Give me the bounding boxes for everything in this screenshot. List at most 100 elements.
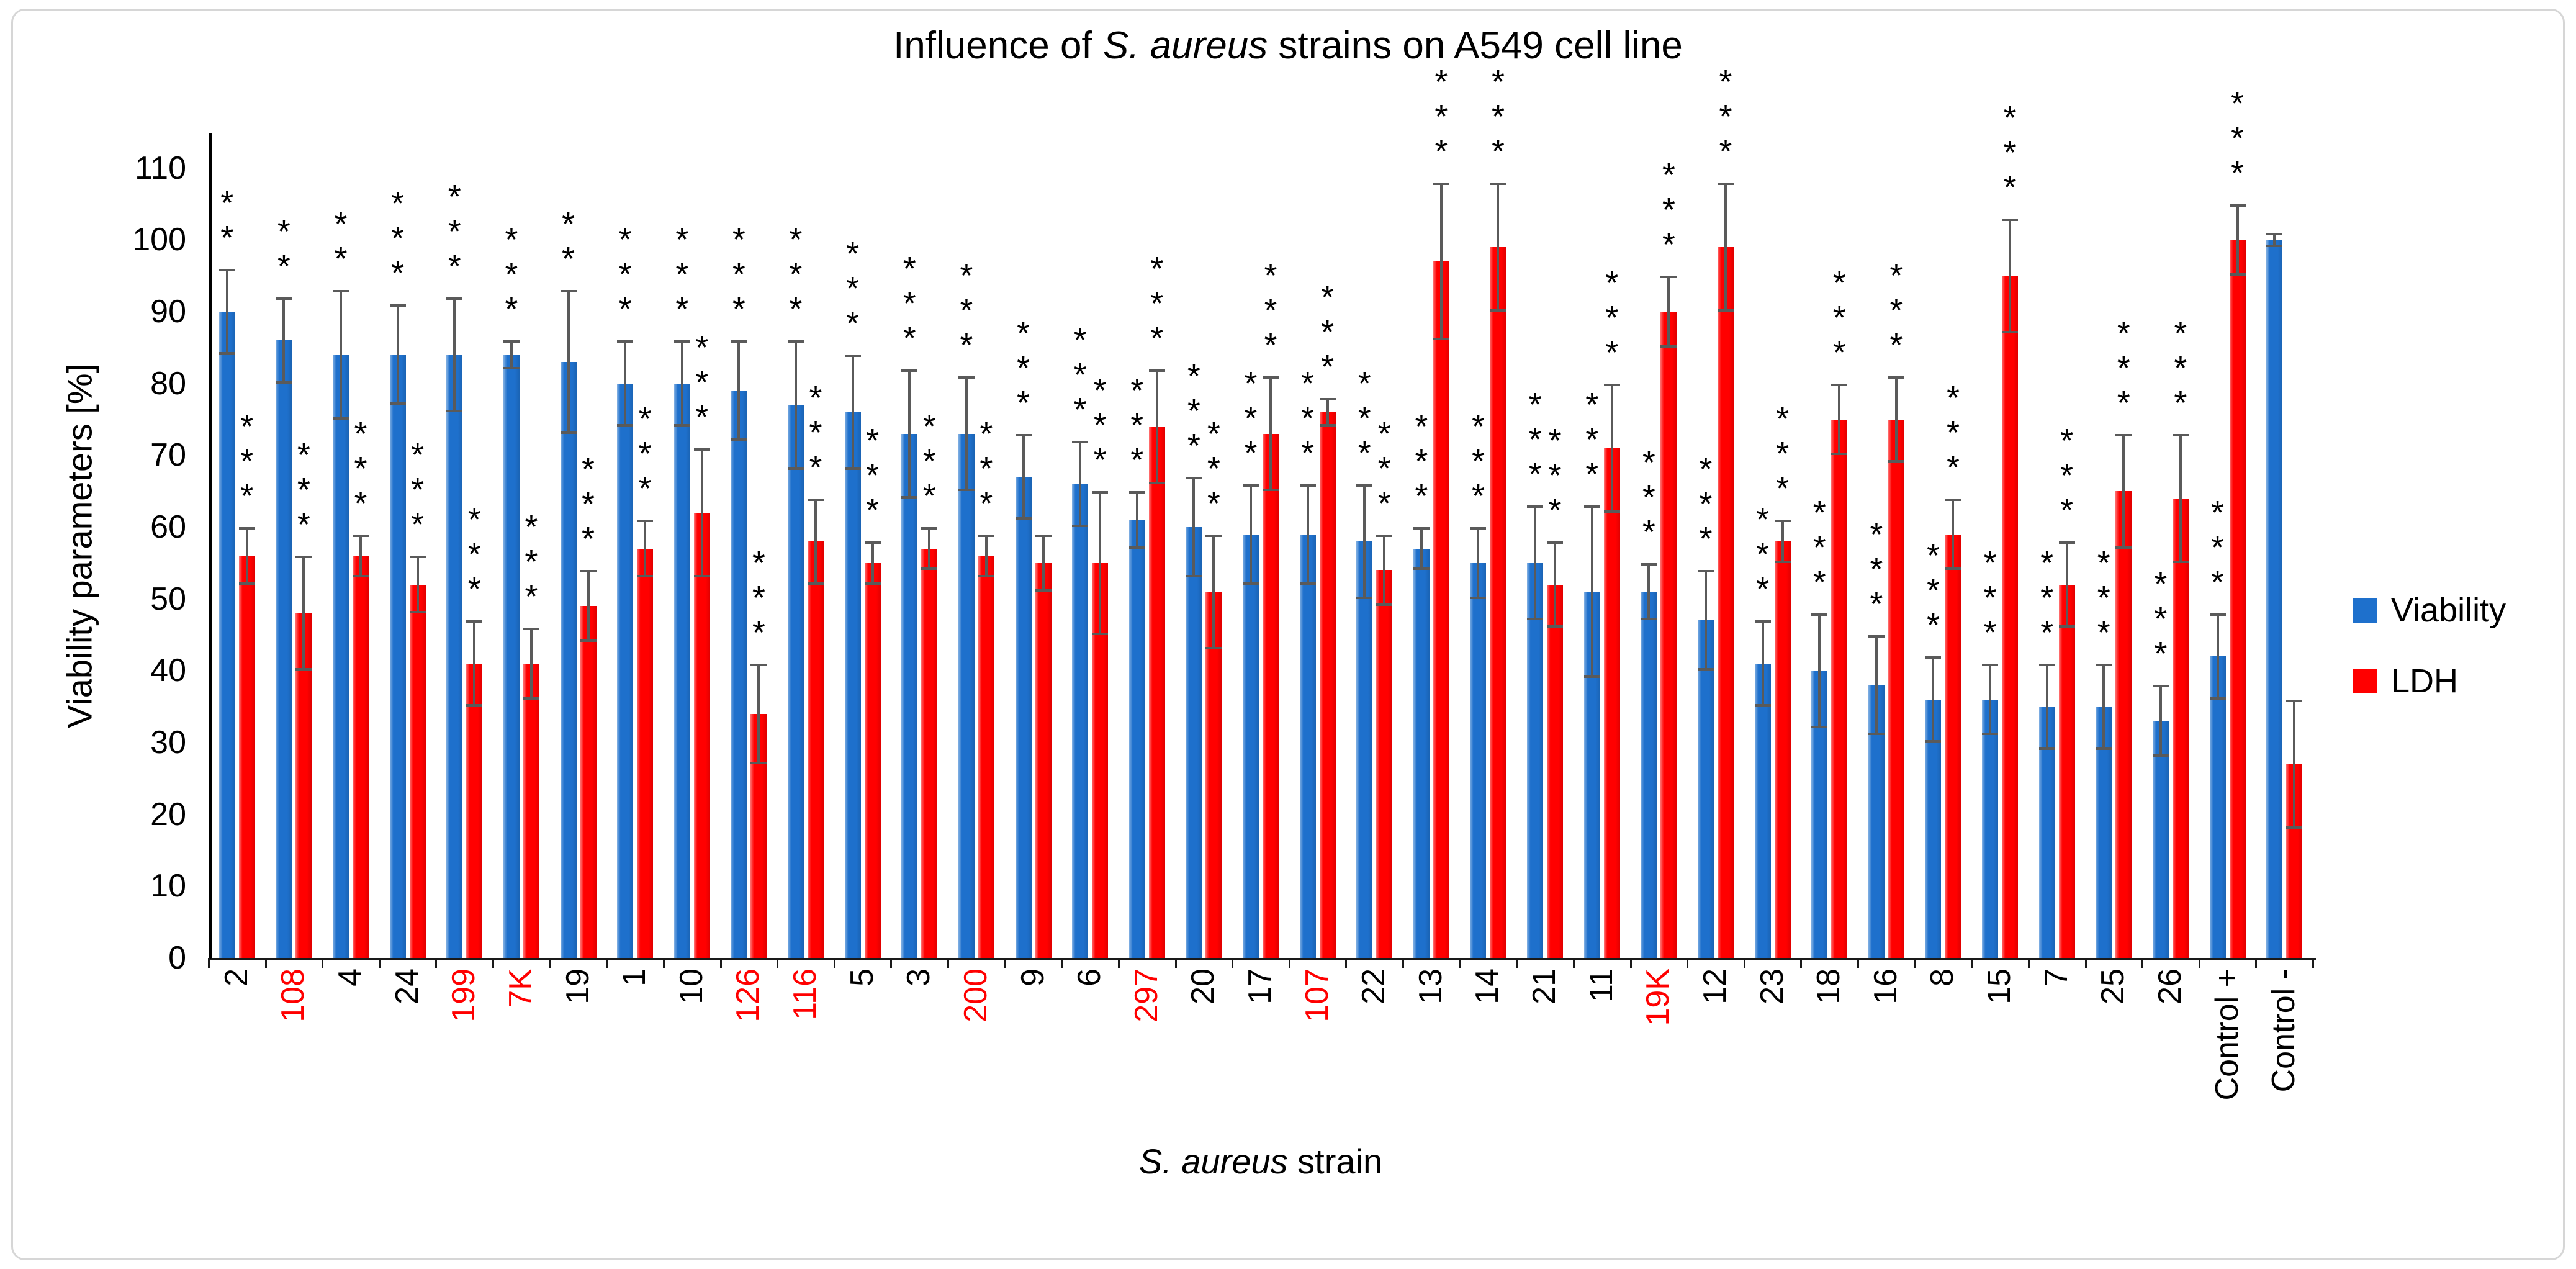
error-bar-viability-6: [1072, 441, 1089, 528]
y-tick-label-70: 70: [150, 437, 186, 474]
legend-item-ldh: LDH: [2353, 662, 2506, 700]
error-bar-line: [396, 307, 399, 403]
significance-stars-viability-13: * * *: [1415, 408, 1428, 515]
error-bar-viability-107: [1299, 484, 1316, 585]
error-bar-line: [1952, 500, 1955, 568]
significance-stars-ldh-7K: * * *: [525, 508, 538, 615]
bar-viability-24: [389, 355, 406, 958]
x-axis-tickmark: [322, 958, 324, 968]
x-axis-tickmark: [1345, 958, 1348, 968]
viability-swatch-icon: [2353, 598, 2377, 623]
x-axis-tickmark: [549, 958, 551, 968]
legend-label-ldh: LDH: [2391, 662, 2459, 700]
bar-ldh-25: [2115, 491, 2132, 958]
error-bar-ldh-107: [1319, 397, 1336, 427]
bar-viability-107: [1299, 534, 1316, 958]
significance-stars-viability-19K: * * *: [1642, 443, 1655, 551]
x-tick-label-21: 21: [1526, 969, 1563, 1005]
bar-viability-6: [1072, 484, 1089, 958]
x-axis-tickmark: [719, 958, 722, 968]
error-bar-line: [680, 343, 683, 425]
error-bar-viability-15: [1982, 663, 1999, 736]
chart-frame: [11, 9, 2565, 1260]
chart-title: Influence of S. aureus strains on A549 c…: [0, 24, 2576, 68]
error-bar-ldh-126: [750, 663, 767, 764]
error-bar-line: [340, 292, 343, 417]
error-bar-ldh-22: [1376, 534, 1393, 607]
error-bar-ldh-8: [1945, 498, 1961, 571]
error-bar-ldh-18: [1831, 383, 1848, 456]
bar-viability-8: [1925, 699, 1942, 958]
bar-ldh-24: [409, 584, 426, 958]
x-tick-label-126: 126: [730, 969, 767, 1023]
significance-stars-ldh-6: * * *: [1093, 372, 1107, 479]
y-tick-label-30: 30: [150, 725, 186, 761]
significance-stars-ldh-11: * * *: [1605, 264, 1619, 371]
bar-viability-20: [1186, 527, 1202, 958]
x-tick-label-10: 10: [673, 969, 709, 1005]
error-bar-line: [1099, 494, 1102, 633]
error-bar-line: [473, 623, 476, 705]
x-tick-label-8: 8: [1924, 969, 1961, 987]
significance-stars-viability-10: * * *: [675, 221, 689, 328]
significance-stars-viability-17: * * *: [1244, 364, 1258, 472]
error-bar-line: [1042, 536, 1045, 590]
error-bar-ldh-19: [580, 570, 597, 643]
error-bar-viability-200: [958, 376, 975, 492]
error-bar-viability-18: [1811, 613, 1828, 728]
bar-viability-22: [1356, 541, 1373, 958]
bar-ldh-15: [2002, 276, 2019, 958]
x-tick-label-17: 17: [1242, 969, 1278, 1005]
bar-ldh-23: [1774, 541, 1791, 958]
x-tick-label-26: 26: [2151, 969, 2188, 1005]
error-bar-viability-19: [560, 290, 577, 434]
error-bar-line: [2273, 235, 2276, 245]
error-bar-ldh-10: [693, 448, 710, 577]
bar-ldh-Control +: [2229, 240, 2246, 958]
significance-stars-ldh-10: * * *: [695, 328, 709, 436]
significance-stars-ldh-23: * * *: [1776, 400, 1790, 508]
x-axis-tickmark: [2198, 958, 2200, 968]
significance-stars-ldh-108: * * *: [297, 436, 310, 544]
x-axis-tickmark: [1971, 958, 1973, 968]
x-axis-title-suffix: strain: [1287, 1142, 1383, 1181]
error-bar-line: [1192, 479, 1196, 575]
error-bar-ldh-23: [1774, 520, 1791, 563]
error-bar-line: [1079, 443, 1082, 525]
significance-stars-viability-15: * * *: [1983, 544, 1997, 651]
error-bar-viability-11: [1583, 505, 1600, 678]
error-bar-viability-Control +: [2209, 613, 2226, 700]
x-axis-tickmark: [890, 958, 893, 968]
legend-label-viability: Viability: [2391, 592, 2506, 629]
error-bar-line: [644, 522, 647, 575]
error-bar-viability-3: [901, 369, 918, 499]
y-tick-label-50: 50: [150, 580, 186, 617]
error-bar-line: [928, 530, 931, 568]
error-bar-line: [1838, 386, 1841, 453]
x-tick-label-19K: 19K: [1640, 969, 1677, 1026]
error-bar-ldh-14: [1490, 182, 1506, 312]
x-tick-label-25: 25: [2095, 969, 2132, 1005]
x-tick-label-Control +: Control +: [2209, 969, 2245, 1101]
y-tick-label-110: 110: [135, 150, 186, 186]
error-bar-viability-12: [1697, 570, 1714, 671]
bar-viability-116: [788, 405, 804, 958]
bar-ldh-10: [693, 512, 710, 958]
significance-stars-ldh-4: * * *: [354, 415, 367, 522]
x-axis-tickmark: [435, 958, 438, 968]
bar-ldh-13: [1433, 261, 1449, 958]
significance-stars-ldh-21: * * *: [1548, 422, 1562, 530]
significance-stars-viability-1: * * *: [618, 221, 632, 328]
significance-stars-viability-22: * * *: [1358, 364, 1371, 472]
error-bar-ldh-6: [1092, 491, 1109, 635]
significance-stars-viability-25: * * *: [2097, 544, 2110, 651]
x-axis-title: S. aureus strain: [209, 1141, 2313, 1181]
error-bar-ldh-17: [1263, 376, 1279, 492]
significance-stars-ldh-7: * * *: [2060, 422, 2074, 530]
error-bar-line: [245, 530, 248, 582]
legend: Viability LDH: [2353, 591, 2506, 733]
error-bar-ldh-13: [1433, 182, 1449, 341]
x-tick-label-199: 199: [446, 969, 482, 1023]
significance-stars-viability-200: * * *: [960, 257, 973, 364]
significance-stars-viability-14: * * *: [1471, 408, 1485, 515]
